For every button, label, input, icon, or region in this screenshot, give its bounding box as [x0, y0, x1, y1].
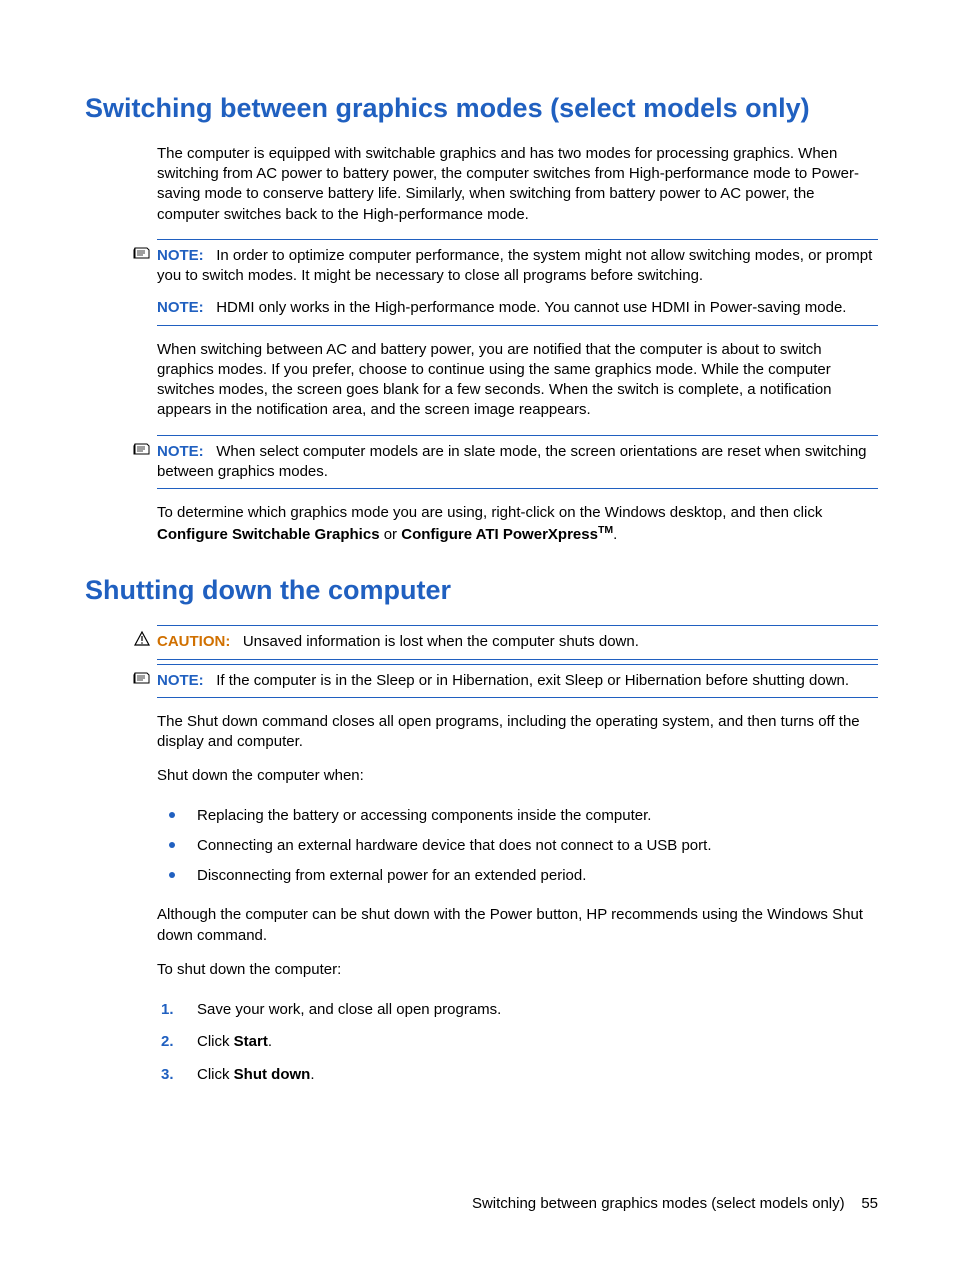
page-footer: Switching between graphics modes (select…: [85, 1195, 878, 1212]
section-heading-1: Switching between graphics modes (select…: [85, 92, 878, 126]
note-icon: [133, 244, 151, 262]
note-1: NOTE: In order to optimize computer perf…: [157, 246, 878, 287]
page-number: 55: [861, 1195, 878, 1212]
note-label: NOTE:: [157, 299, 204, 316]
caution-icon: [133, 630, 151, 648]
list-item: Disconnecting from external power for an…: [157, 861, 878, 891]
caution-label: CAUTION:: [157, 633, 230, 650]
note-label: NOTE:: [157, 443, 204, 460]
list-item: Connecting an external hardware device t…: [157, 831, 878, 861]
caution-callout: CAUTION: Unsaved information is lost whe…: [157, 625, 878, 659]
note-callout-4: NOTE: If the computer is in the Sleep or…: [157, 664, 878, 698]
note-callout-group: NOTE: In order to optimize computer perf…: [157, 239, 878, 326]
list-item: Click Start.: [157, 1026, 878, 1058]
list-item: Replacing the battery or accessing compo…: [157, 801, 878, 831]
body-paragraph: Although the computer can be shut down w…: [157, 905, 878, 946]
body-paragraph: The Shut down command closes all open pr…: [157, 712, 878, 753]
body-paragraph: When switching between AC and battery po…: [157, 340, 878, 421]
body-paragraph-config: To determine which graphics mode you are…: [157, 503, 878, 546]
note-text: In order to optimize computer performanc…: [157, 247, 872, 284]
intro-paragraph: The computer is equipped with switchable…: [157, 144, 878, 225]
list-item: Save your work, and close all open progr…: [157, 994, 878, 1026]
note-text: If the computer is in the Sleep or in Hi…: [216, 672, 849, 689]
section-heading-2: Shutting down the computer: [85, 574, 878, 608]
caution-text: Unsaved information is lost when the com…: [243, 633, 639, 650]
note-label: NOTE:: [157, 672, 204, 689]
footer-text: Switching between graphics modes (select…: [472, 1195, 845, 1212]
note-text: HDMI only works in the High-performance …: [216, 299, 846, 316]
note-icon: [133, 669, 151, 687]
note-2: NOTE: HDMI only works in the High-perfor…: [157, 298, 878, 318]
note-callout-3: NOTE: When select computer models are in…: [157, 435, 878, 490]
body-paragraph: To shut down the computer:: [157, 960, 878, 980]
body-paragraph: Shut down the computer when:: [157, 766, 878, 786]
note-icon: [133, 440, 151, 458]
list-item: Click Shut down.: [157, 1059, 878, 1091]
note-text: When select computer models are in slate…: [157, 443, 867, 480]
bullet-list: Replacing the battery or accessing compo…: [157, 801, 878, 892]
note-label: NOTE:: [157, 247, 204, 264]
step-list: Save your work, and close all open progr…: [157, 994, 878, 1091]
